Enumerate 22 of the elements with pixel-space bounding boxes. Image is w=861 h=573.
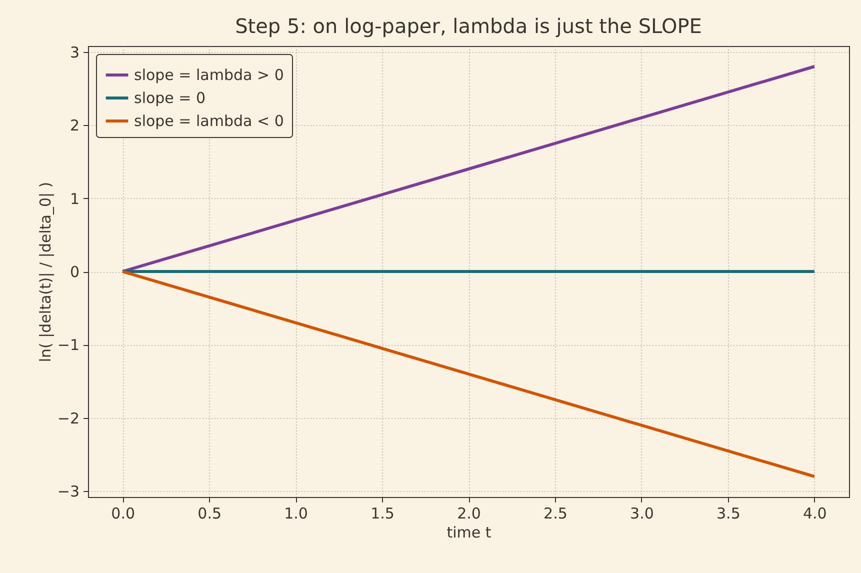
x-tick-label: 1.0 xyxy=(284,504,308,522)
legend-label: slope = lambda > 0 xyxy=(134,66,284,84)
y-tick-label: −3 xyxy=(57,482,80,501)
y-tick-label: −1 xyxy=(57,336,80,354)
x-tick-label: 4.0 xyxy=(802,504,827,522)
y-tick-label: 0 xyxy=(70,263,80,281)
x-tick-label: 2.5 xyxy=(544,504,568,522)
x-axis-title: time t xyxy=(446,524,492,542)
x-tick-label: 0.0 xyxy=(111,504,136,522)
x-tick-label: 1.5 xyxy=(370,504,394,522)
y-tick-label: 1 xyxy=(70,190,80,208)
x-tick-label: 2.0 xyxy=(457,504,481,522)
y-tick-label: 3 xyxy=(70,43,80,62)
x-tick-label: 3.5 xyxy=(716,504,740,522)
x-tick-label: 3.0 xyxy=(630,504,654,522)
chart-title: Step 5: on log-paper, lambda is just the SLOPE xyxy=(235,14,702,38)
y-axis-title: ln( |delta(t)| / |delta_0| ) xyxy=(36,182,54,362)
legend-label: slope = 0 xyxy=(134,89,206,107)
x-tick-label: 0.5 xyxy=(198,504,222,522)
y-tick-label: −2 xyxy=(57,409,80,428)
y-tick-label: 2 xyxy=(70,116,80,135)
legend-label: slope = lambda < 0 xyxy=(134,112,284,130)
